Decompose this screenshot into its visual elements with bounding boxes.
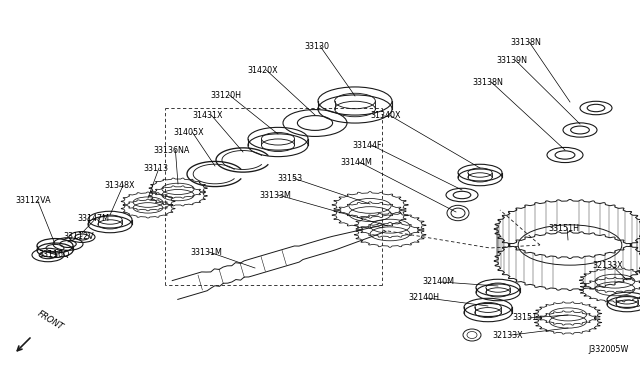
Text: 31405X: 31405X: [173, 128, 204, 137]
Text: 33113: 33113: [143, 164, 168, 173]
Text: 33144M: 33144M: [340, 157, 372, 167]
Text: 33147M: 33147M: [77, 214, 109, 222]
Text: 32133X: 32133X: [592, 260, 623, 269]
Text: 33144F: 33144F: [352, 141, 381, 150]
Text: 31348X: 31348X: [104, 180, 134, 189]
Text: 32140H: 32140H: [408, 294, 439, 302]
Text: 32140M: 32140M: [422, 278, 454, 286]
Text: 33151H: 33151H: [548, 224, 579, 232]
Text: 33130: 33130: [304, 42, 329, 51]
Text: FRONT: FRONT: [36, 309, 65, 332]
Text: J332005W: J332005W: [588, 346, 628, 355]
Text: 33131M: 33131M: [190, 247, 222, 257]
Text: 33139N: 33139N: [496, 55, 527, 64]
Text: 33138N: 33138N: [510, 38, 541, 46]
Text: 33138N: 33138N: [472, 77, 503, 87]
Text: 33136NA: 33136NA: [153, 145, 189, 154]
Text: 32133X: 32133X: [492, 330, 523, 340]
Text: 31420X: 31420X: [247, 65, 278, 74]
Text: 33151: 33151: [512, 314, 537, 323]
Text: 31340X: 31340X: [370, 110, 401, 119]
Text: 33116Q: 33116Q: [38, 250, 69, 260]
Text: 31431X: 31431X: [192, 110, 223, 119]
Text: 33120H: 33120H: [210, 90, 241, 99]
Text: 33153: 33153: [277, 173, 302, 183]
Text: 33133M: 33133M: [259, 190, 291, 199]
Text: 33112VA: 33112VA: [15, 196, 51, 205]
Text: 33112V: 33112V: [63, 231, 93, 241]
